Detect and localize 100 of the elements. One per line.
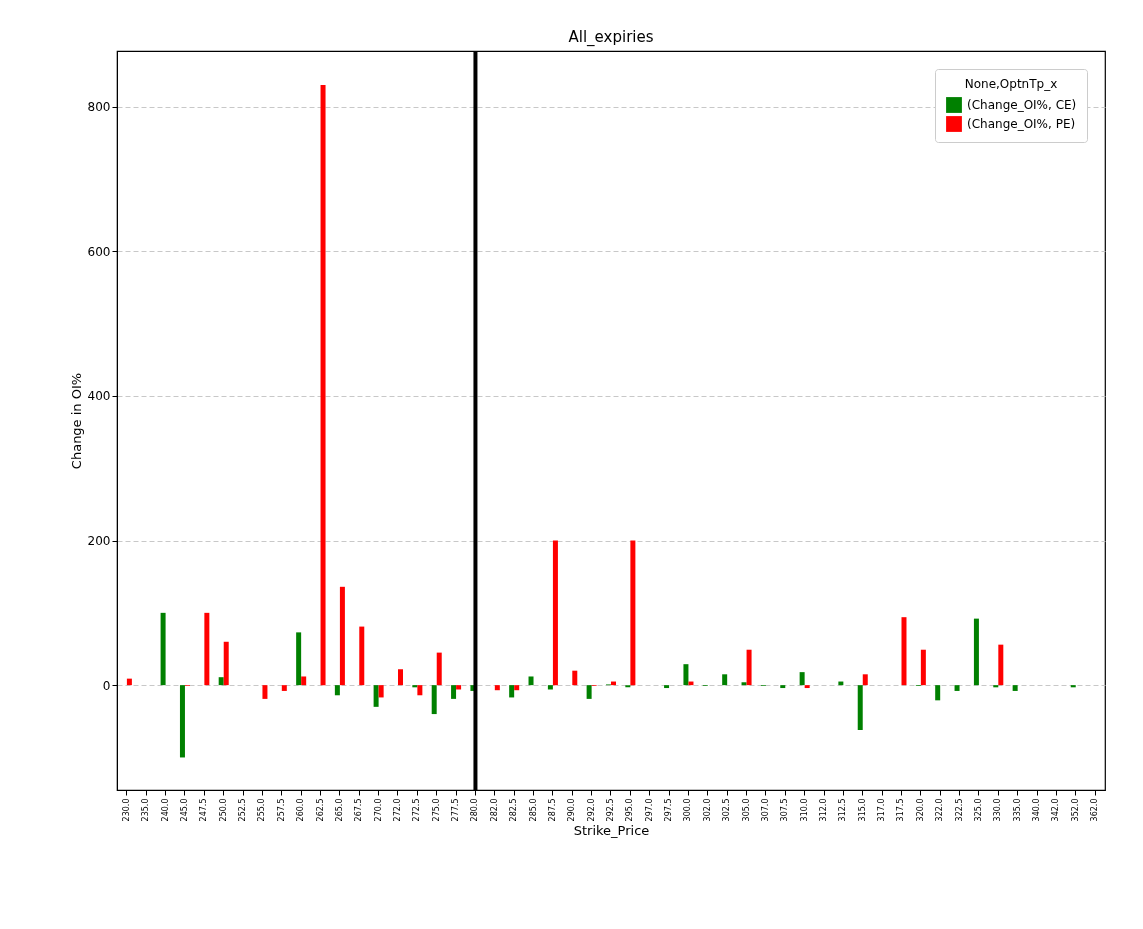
x-tick-label: 342.0 [1051, 798, 1061, 822]
x-tick-label: 270.0 [373, 798, 383, 822]
bar [625, 685, 631, 688]
x-tick-label: 275.0 [431, 798, 441, 822]
bar [780, 685, 786, 689]
x-tick-label: 297.5 [664, 798, 674, 822]
bar [378, 685, 384, 698]
x-tick-label: 307.5 [780, 798, 790, 822]
x-tick-label: 257.5 [276, 798, 286, 822]
x-tick-label: 272.5 [412, 798, 422, 822]
x-tick-label: 362.0 [1090, 798, 1100, 822]
x-tick-label: 280.0 [470, 798, 480, 822]
bar [160, 612, 166, 686]
x-tick-label: 352.0 [1070, 798, 1080, 822]
bar [799, 672, 805, 686]
bar [547, 685, 553, 690]
bar [683, 664, 689, 686]
bar [514, 685, 520, 691]
bar [204, 612, 210, 686]
bar [436, 652, 442, 686]
x-tick-label: 267.5 [354, 798, 364, 822]
bar [494, 685, 500, 691]
x-tick-label: 252.5 [238, 798, 248, 822]
bar [1012, 685, 1018, 691]
x-tick-label: 302.5 [722, 798, 732, 822]
x-tick-label: 300.0 [683, 798, 693, 822]
x-tick-label: 262.5 [315, 798, 325, 822]
x-tick-label: 287.5 [547, 798, 557, 822]
bar [954, 685, 960, 691]
x-tick-label: 277.5 [451, 798, 461, 822]
legend-label: (Change_OI%, PE) [967, 117, 1076, 131]
x-tick-label: 250.0 [218, 798, 228, 822]
x-tick-label: 282.0 [489, 798, 499, 822]
bar [586, 685, 592, 699]
bar [630, 540, 636, 686]
x-tick-label: 320.0 [915, 798, 925, 822]
bar [857, 685, 863, 730]
x-axis-title: Strike_Price [573, 823, 650, 839]
bar [223, 641, 229, 686]
bar [398, 669, 403, 686]
bar [746, 649, 752, 686]
bar [920, 649, 926, 686]
bar [412, 685, 418, 688]
bar [451, 685, 457, 699]
bar [862, 674, 868, 686]
legend-title: None,OptnTp_x [964, 77, 1058, 91]
x-tick-label: 325.0 [973, 798, 983, 822]
bar [301, 676, 307, 686]
bar [722, 674, 728, 686]
bar [804, 685, 810, 689]
x-tick-label: 340.0 [1032, 798, 1042, 822]
bar [998, 644, 1004, 686]
bar [359, 626, 365, 686]
x-tick-label: 285.0 [528, 798, 538, 822]
bar [431, 685, 437, 715]
chart-title: All_expiries [568, 28, 654, 47]
bar [339, 586, 345, 686]
bar [1070, 685, 1076, 688]
x-tick-label: 235.0 [141, 798, 151, 822]
bar [552, 540, 558, 686]
x-tick-label: 322.5 [954, 798, 964, 822]
x-tick-label: 307.0 [760, 798, 770, 822]
x-tick-label: 330.0 [993, 798, 1003, 822]
y-tick-label: 200 [87, 534, 111, 549]
y-tick-label: 0 [102, 678, 111, 693]
x-tick-label: 335.0 [1012, 798, 1022, 822]
bar [262, 685, 268, 699]
y-axis-title: Change in OI% [68, 372, 84, 470]
bar [281, 685, 287, 691]
bar [664, 685, 670, 689]
x-tick-label: 255.0 [257, 798, 267, 822]
x-tick-label: 310.0 [799, 798, 809, 822]
bar [126, 678, 132, 686]
x-tick-label: 292.0 [586, 798, 596, 822]
y-tick-label: 600 [87, 244, 111, 259]
x-tick-label: 317.0 [877, 798, 887, 822]
bar [456, 685, 462, 690]
x-tick-label: 260.0 [296, 798, 306, 822]
bar [528, 676, 534, 686]
x-tick-label: 230.0 [121, 798, 131, 822]
x-tick-label: 317.5 [896, 798, 906, 822]
bar [509, 685, 515, 698]
x-tick-label: 312.5 [838, 798, 848, 822]
y-tick-label: 800 [87, 100, 111, 115]
x-tick-label: 240.0 [160, 798, 170, 822]
bar [296, 632, 302, 686]
legend-label: (Change_OI%, CE) [967, 98, 1077, 112]
bar [417, 685, 423, 696]
bar [320, 84, 326, 686]
x-tick-label: 292.5 [606, 798, 615, 822]
x-tick-label: 272.0 [392, 798, 402, 822]
bar [572, 670, 578, 686]
x-tick-label: 245.0 [179, 798, 189, 822]
bar [373, 685, 379, 707]
x-tick-label: 282.5 [509, 798, 519, 822]
bar [334, 685, 340, 696]
x-tick-label: 265.0 [334, 798, 344, 822]
bar [973, 618, 979, 686]
x-tick-label: 315.0 [857, 798, 867, 822]
bar [993, 685, 999, 688]
